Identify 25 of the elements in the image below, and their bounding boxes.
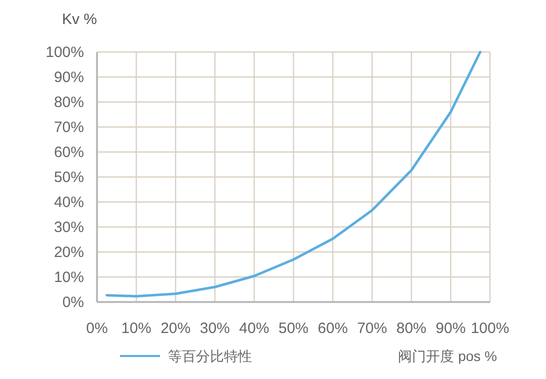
y-tick-label: 20% [54, 244, 84, 261]
x-tick-label: 30% [200, 320, 230, 337]
x-tick-label: 40% [239, 320, 270, 337]
y-tick-label: 80% [54, 94, 84, 111]
x-tick-label: 0% [86, 320, 108, 337]
y-tick-label: 0% [62, 294, 84, 311]
y-tick-label: 60% [54, 144, 84, 161]
x-axis-title: 阀门开度 pos % [398, 348, 497, 364]
y-tick-label: 100% [46, 44, 84, 61]
x-tick-label: 90% [436, 320, 466, 337]
y-tick-label: 40% [54, 194, 84, 211]
y-tick-label: 50% [54, 169, 84, 186]
legend-label: 等百分比特性 [168, 348, 252, 364]
y-tick-label: 90% [54, 69, 84, 86]
x-tick-label: 10% [121, 320, 152, 337]
x-tick-label: 50% [278, 320, 309, 337]
x-tick-label: 100% [470, 320, 510, 337]
x-tick-label: 80% [396, 320, 426, 337]
x-tick-label: 70% [357, 320, 388, 337]
y-tick-label: 30% [54, 219, 84, 236]
y-tick-label: 10% [54, 269, 84, 286]
x-tick-label: 20% [160, 320, 191, 337]
x-tick-label: 60% [318, 320, 348, 337]
y-axis-title: Kv % [62, 11, 98, 28]
y-tick-label: 70% [54, 119, 84, 136]
